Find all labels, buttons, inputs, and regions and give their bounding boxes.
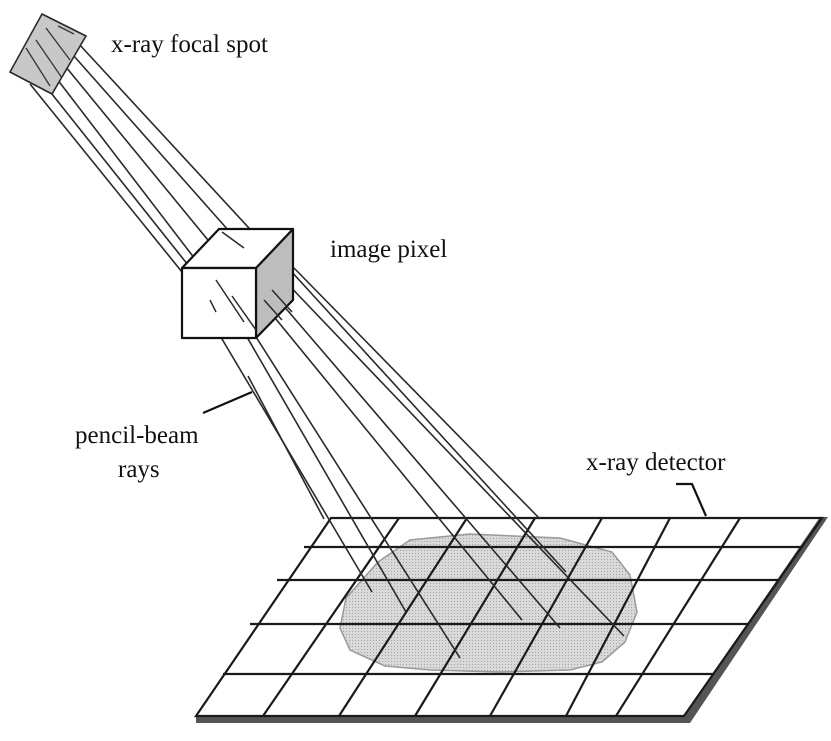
detector-label: x-ray detector: [586, 449, 726, 476]
focal-spot: [8, 12, 88, 96]
pencil-beam-rays: [205, 267, 625, 659]
pencil-beam-label-line2: rays: [118, 456, 160, 483]
focal-spot-label: x-ray focal spot: [111, 31, 268, 58]
cube-front-face: [180, 266, 258, 340]
pencil-beam-label-line1: pencil-beam: [75, 422, 199, 449]
image-pixel-cube: [180, 227, 295, 340]
pencil-beam-leader: [202, 390, 253, 415]
rays-through-cube: [209, 231, 293, 331]
detector-grid: [193, 516, 825, 718]
detector-leader: [676, 482, 708, 517]
incident-rays: [29, 29, 261, 277]
image-pixel-label: image pixel: [330, 236, 447, 263]
